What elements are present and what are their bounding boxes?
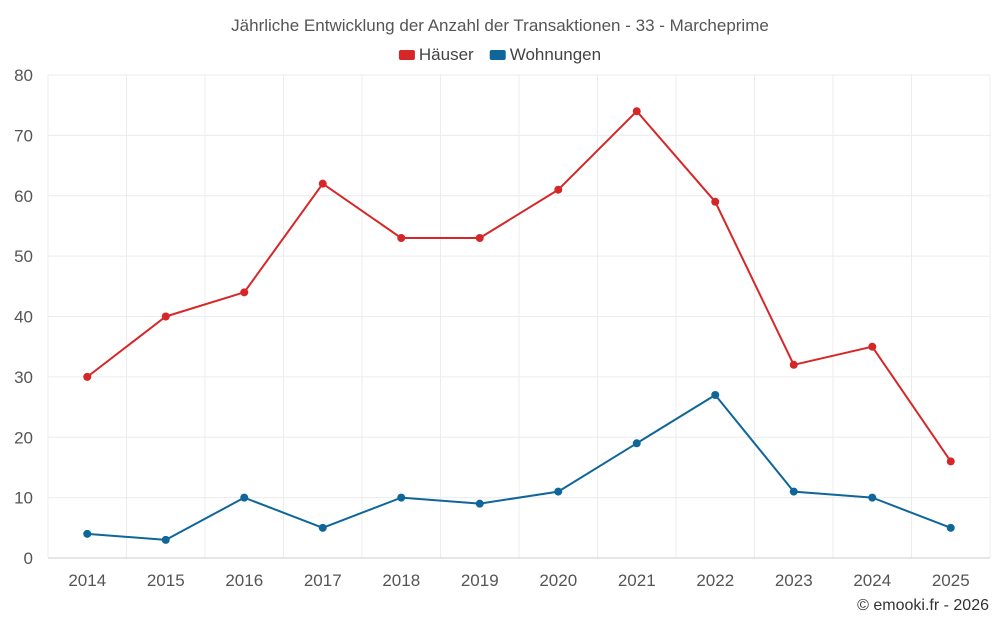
legend-label: Wohnungen <box>510 45 601 64</box>
data-point-wohnungen[interactable] <box>946 523 955 532</box>
grid <box>47 74 991 559</box>
data-point-h-user[interactable] <box>554 185 563 194</box>
data-point-h-user[interactable] <box>318 179 327 188</box>
data-point-h-user[interactable] <box>161 312 170 321</box>
data-point-h-user[interactable] <box>711 197 720 206</box>
data-point-h-user[interactable] <box>397 234 406 243</box>
data-point-wohnungen[interactable] <box>240 493 249 502</box>
data-point-wohnungen[interactable] <box>868 493 877 502</box>
legend: Häuser Wohnungen <box>398 45 601 64</box>
x-tick-label: 2024 <box>853 571 891 590</box>
x-tick-label: 2019 <box>461 571 499 590</box>
legend-item[interactable]: Häuser <box>398 45 474 64</box>
chart-title: Jährliche Entwicklung der Anzahl der Tra… <box>231 16 769 35</box>
y-tick-label: 0 <box>24 549 33 568</box>
y-tick-label: 50 <box>14 247 33 266</box>
legend-swatch <box>489 50 506 60</box>
y-tick-label: 20 <box>14 428 33 447</box>
data-point-h-user[interactable] <box>83 372 92 381</box>
legend-item[interactable]: Wohnungen <box>489 45 601 64</box>
series-line-h-user <box>86 110 952 462</box>
legend-label: Häuser <box>419 45 474 64</box>
y-tick-label: 10 <box>14 489 33 508</box>
data-point-wohnungen[interactable] <box>83 529 92 538</box>
data-point-wohnungen[interactable] <box>161 535 170 544</box>
x-tick-label: 2016 <box>225 571 263 590</box>
series-line-wohnungen <box>87 393 952 541</box>
x-tick-label: 2014 <box>68 571 106 590</box>
data-point-wohnungen[interactable] <box>632 439 641 448</box>
data-point-h-user[interactable] <box>632 107 641 116</box>
data-point-h-user[interactable] <box>789 360 798 369</box>
y-tick-label: 40 <box>14 308 33 327</box>
x-tick-label: 2017 <box>304 571 342 590</box>
x-tick-label: 2018 <box>382 571 420 590</box>
y-tick-label: 80 <box>14 66 33 85</box>
x-tick-label: 2025 <box>932 571 970 590</box>
data-point-wohnungen[interactable] <box>554 487 563 496</box>
x-tick-label: 2015 <box>147 571 185 590</box>
x-tick-label: 2020 <box>539 571 577 590</box>
data-point-wohnungen[interactable] <box>711 390 720 399</box>
data-point-h-user[interactable] <box>475 234 484 243</box>
data-point-wohnungen[interactable] <box>318 523 327 532</box>
x-tick-label: 2022 <box>696 571 734 590</box>
y-tick-label: 30 <box>14 368 33 387</box>
x-tick-label: 2021 <box>618 571 656 590</box>
data-point-wohnungen[interactable] <box>475 499 484 508</box>
y-tick-label: 60 <box>14 187 33 206</box>
data-point-h-user[interactable] <box>946 457 955 466</box>
credit-text: © emooki.fr - 2026 <box>857 597 989 614</box>
data-point-wohnungen[interactable] <box>789 487 798 496</box>
data-point-h-user[interactable] <box>868 342 877 351</box>
axes: 0 10 20 30 40 50 60 70 80 2014 2015 2016 2017 2018 201… <box>14 66 990 590</box>
x-tick-label: 2023 <box>775 571 813 590</box>
series-group <box>83 107 955 544</box>
legend-swatch <box>398 50 415 60</box>
y-tick-label: 70 <box>14 126 33 145</box>
data-point-wohnungen[interactable] <box>397 493 406 502</box>
data-point-h-user[interactable] <box>240 288 249 297</box>
